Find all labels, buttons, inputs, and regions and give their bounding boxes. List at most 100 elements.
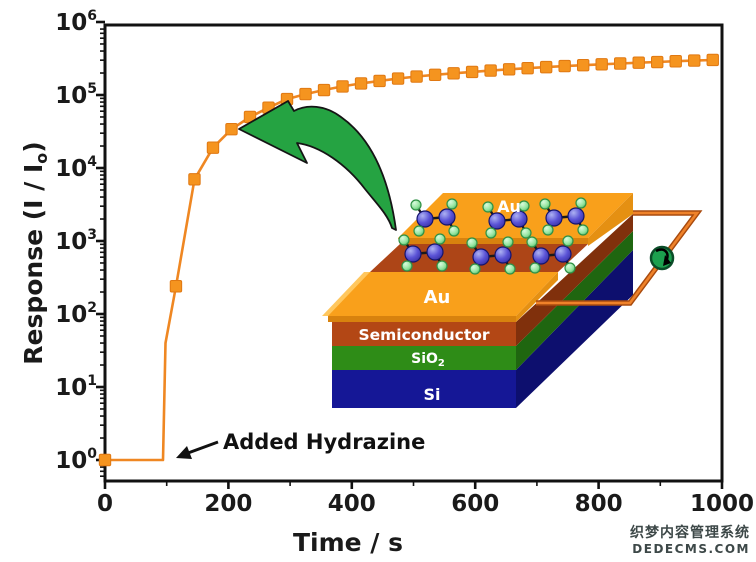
hydrogen-atom (526, 236, 538, 248)
data-point-marker (595, 58, 608, 71)
si-layer-front (332, 370, 516, 408)
si-label: Si (423, 385, 440, 404)
svg-text:1000: 1000 (690, 491, 754, 517)
hydrogen-atom (562, 235, 574, 247)
nitrogen-atom (532, 247, 550, 265)
top-au-electrode-side (588, 193, 633, 246)
semiconductor-layer-side (516, 214, 633, 346)
y-axis-tick-labels: 100 101 102 103 104 105 106 (55, 8, 97, 474)
nitrogen-atom (404, 245, 422, 263)
data-point-marker (410, 70, 423, 83)
hydrazine-molecules (398, 197, 589, 275)
data-point-marker (317, 83, 331, 97)
data-point-marker (336, 80, 349, 93)
hydrogen-atom (518, 200, 530, 212)
annotation-arrow-head (176, 446, 192, 459)
svg-text:400: 400 (328, 491, 376, 517)
svg-text:600: 600 (451, 491, 499, 517)
x-axis-title: Time / s (293, 528, 403, 557)
data-point-marker (521, 61, 534, 75)
data-point-marker (373, 74, 386, 88)
nitrogen-atom (426, 243, 444, 261)
nitrogen-atom (472, 248, 490, 266)
hydrogen-atom (504, 263, 516, 275)
svg-text:103: 103 (55, 227, 97, 255)
response-curve (98, 53, 719, 467)
hydrogen-atom (520, 227, 532, 239)
data-point-marker (669, 55, 682, 68)
watermark-line1: 织梦内容管理系统 (630, 524, 750, 541)
hydrogen-atom (482, 201, 494, 213)
bottom-au-label: Au (424, 287, 451, 308)
hydrogen-atom (577, 224, 589, 236)
ammeter-needle-head (663, 255, 671, 266)
hydrogen-atom (564, 262, 576, 274)
hydrazine-molecule (539, 197, 589, 236)
hydrogen-atom (448, 225, 460, 237)
nitrogen-atom (545, 209, 563, 227)
nitrogen-atom (438, 208, 456, 226)
hydrogen-atom (413, 225, 425, 237)
data-point-marker (206, 141, 220, 154)
data-point-marker (613, 57, 627, 70)
data-point-marker (428, 68, 442, 82)
data-point-marker (169, 280, 183, 293)
hydrogen-atom (502, 236, 514, 248)
si-layer-side (516, 250, 633, 408)
green-curved-arrow-icon (238, 100, 397, 231)
data-point-marker (558, 59, 571, 73)
nitrogen-atom (510, 210, 528, 228)
svg-text:106: 106 (55, 8, 97, 36)
annotation-arrow-line (187, 440, 219, 455)
data-point-marker (391, 72, 405, 85)
data-point-marker (484, 64, 497, 77)
hydrogen-atom (446, 198, 458, 210)
hydrogen-atom (485, 227, 497, 239)
data-point-marker (98, 453, 112, 467)
hydrogen-atom (401, 260, 413, 272)
top-au-label: Au (497, 197, 521, 216)
svg-text:104: 104 (55, 154, 97, 182)
svg-text:0: 0 (97, 491, 113, 517)
added-hydrazine-annotation: Added Hydrazine (223, 430, 425, 454)
hydrogen-atom (469, 263, 481, 275)
svg-text:105: 105 (55, 81, 97, 109)
hydrogen-atom (398, 234, 410, 246)
device-schematic-inset: Au Au Semiconductor SiO2 Si (322, 193, 703, 408)
semiconductor-label: Semiconductor (358, 326, 489, 344)
nitrogen-atom (416, 210, 434, 228)
bottom-au-electrode-top (328, 272, 558, 316)
hydrogen-atom (539, 198, 551, 210)
nitrogen-atom (494, 246, 512, 264)
top-au-electrode-front (398, 238, 588, 244)
data-point-marker (539, 60, 553, 74)
hydrazine-molecule (466, 236, 516, 275)
data-point-marker (706, 53, 719, 67)
bottom-au-electrode-front (328, 316, 516, 322)
hydrazine-molecule (482, 200, 532, 239)
svg-text:200: 200 (204, 491, 252, 517)
data-point-marker (447, 67, 460, 80)
hydrazine-molecule (398, 233, 448, 272)
hydrogen-atom (436, 260, 448, 272)
data-point-marker (225, 123, 238, 136)
nitrogen-atom (567, 207, 585, 225)
bottom-au-electrode-side (516, 272, 558, 322)
hydrogen-atom (410, 199, 422, 211)
ammeter-needle-icon (655, 248, 669, 260)
data-point-marker (651, 55, 664, 69)
nitrogen-atom (554, 245, 572, 263)
hydrogen-atom (434, 233, 446, 245)
y-axis-title: Response (I / Io) (19, 141, 51, 365)
x-axis-tick-labels: 0 200 400 600 800 1000 (97, 491, 754, 517)
data-point-marker (688, 54, 701, 67)
hydrogen-atom (575, 197, 587, 209)
hydrogen-atom (529, 262, 541, 274)
sio2-label: SiO2 (411, 351, 445, 369)
data-point-marker (465, 65, 479, 79)
data-point-marker (299, 87, 312, 101)
semiconductor-layer-front (332, 322, 516, 346)
hydrazine-molecule (410, 198, 460, 237)
